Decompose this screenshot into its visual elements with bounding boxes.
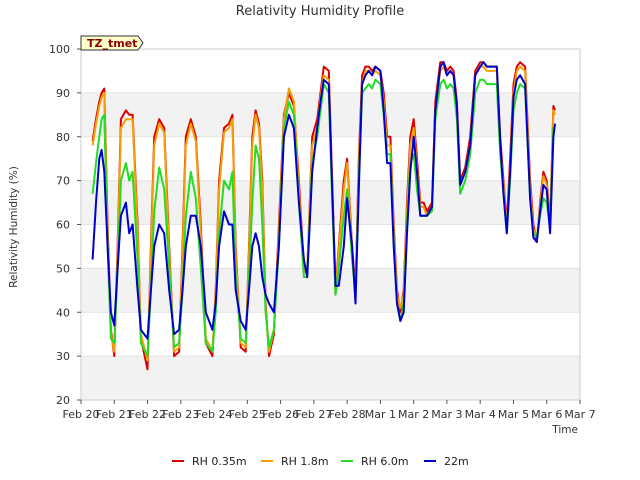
- x-axis-label: Time: [551, 424, 578, 436]
- y-tick-label: 20: [56, 394, 70, 407]
- series-line-3: [91, 61, 556, 340]
- x-tick-label: Mar 1: [365, 408, 396, 421]
- x-tick-label: Feb 23: [162, 408, 199, 421]
- grid-band: [81, 268, 580, 313]
- series-line-1: [91, 65, 556, 362]
- x-tick-label: Mar 5: [498, 408, 529, 421]
- x-tick-label: Mar 4: [465, 408, 496, 421]
- x-tick-label: Feb 27: [295, 408, 332, 421]
- x-tick-label: Mar 3: [431, 408, 462, 421]
- x-tick-label: Feb 25: [229, 408, 266, 421]
- x-tick-label: Mar 6: [531, 408, 562, 421]
- x-tick-label: Feb 28: [329, 408, 366, 421]
- legend-label: RH 1.8m: [281, 455, 329, 468]
- x-tick-label: Mar 2: [398, 408, 429, 421]
- grid-band: [81, 356, 580, 400]
- series-line-2: [91, 78, 555, 358]
- y-tick-label: 100: [49, 43, 70, 56]
- y-tick-label: 70: [56, 175, 70, 188]
- y-tick-label: 40: [56, 306, 70, 319]
- tz-badge: TZ_tmet: [80, 35, 144, 51]
- legend-label: 22m: [444, 455, 469, 468]
- tz-badge-box: [80, 35, 144, 51]
- y-tick-label: 30: [56, 350, 70, 363]
- series-lines: [91, 61, 556, 371]
- legend-label: RH 6.0m: [361, 455, 409, 468]
- x-tick-label: Feb 21: [96, 408, 133, 421]
- legend: RH 0.35m RH 1.8m RH 6.0m 22m: [172, 455, 469, 468]
- x-tick-label: Mar 7: [564, 408, 595, 421]
- y-axis-label: Relativity Humidity (%): [8, 166, 20, 288]
- y-tick-label: 90: [56, 87, 70, 100]
- chart-title: Relativity Humidity Profile: [236, 4, 404, 19]
- tz-badge-label: TZ_tmet: [87, 37, 137, 50]
- x-tick-label: Feb 22: [129, 408, 166, 421]
- y-tick-label: 50: [56, 262, 70, 275]
- legend-label: RH 0.35m: [192, 455, 247, 468]
- y-axis-ticks: 20 30 40 50 60 70 80 90 100: [49, 43, 81, 407]
- x-tick-label: Feb 20: [63, 408, 100, 421]
- y-tick-label: 60: [56, 219, 70, 232]
- x-tick-label: Feb 24: [196, 408, 233, 421]
- y-tick-label: 80: [56, 131, 70, 144]
- x-tick-label: Feb 26: [262, 408, 299, 421]
